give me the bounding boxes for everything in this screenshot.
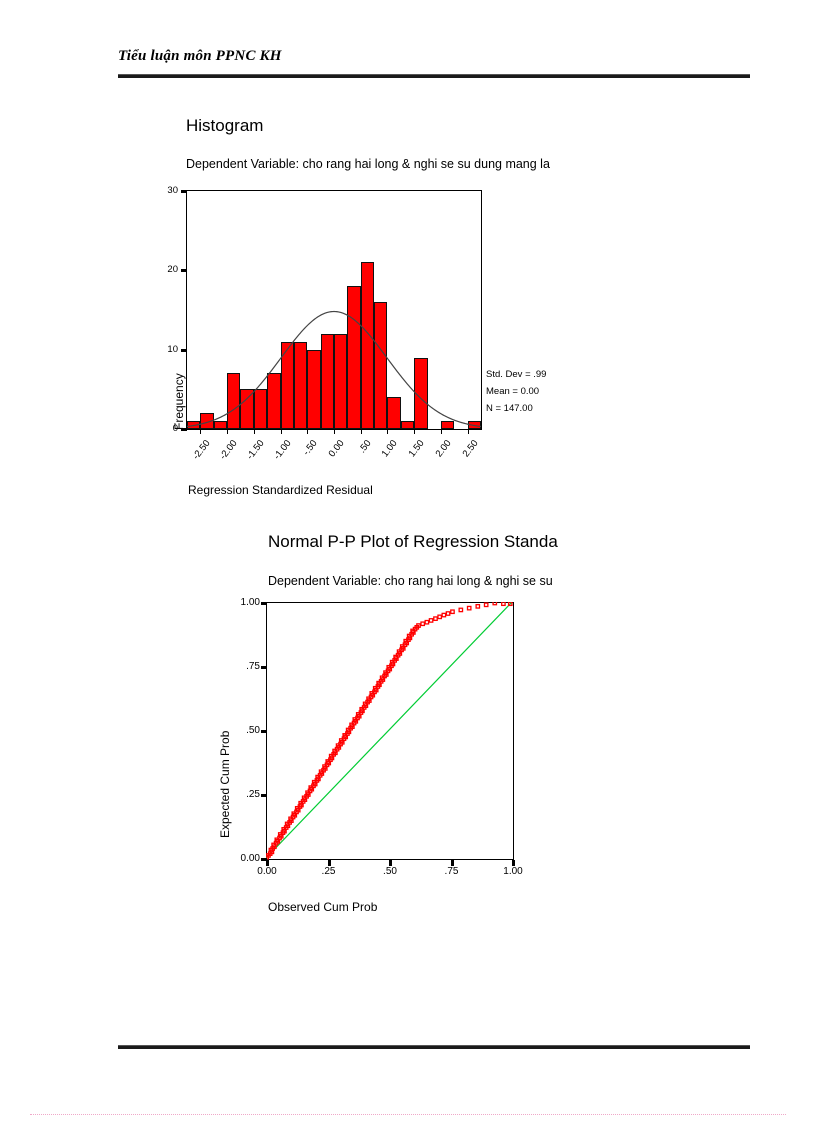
histogram-y-tick-mark <box>181 190 187 193</box>
histogram-std-dev: Std. Dev = .99 <box>486 369 547 380</box>
pp-y-tick-mark <box>261 602 267 605</box>
histogram-bar <box>280 341 294 429</box>
pp-data-point <box>492 602 498 606</box>
pp-x-tick-mark <box>512 860 515 866</box>
histogram-bar <box>253 389 268 429</box>
header-rule <box>118 74 750 78</box>
pp-data-point <box>507 602 513 607</box>
histogram-normal-curve <box>187 310 481 428</box>
histogram-bar <box>200 413 214 429</box>
histogram-stats-box: Std. Dev = .99 Mean = 0.00 N = 147.00 <box>486 366 546 417</box>
histogram-x-tick-mark <box>467 430 469 434</box>
pp-y-tick-label: .50 <box>246 725 260 736</box>
histogram-bars <box>187 191 481 429</box>
histogram-x-tick-mark <box>387 430 389 434</box>
pp-y-tick-mark <box>261 730 267 733</box>
histogram-y-tick-mark <box>181 269 187 273</box>
histogram-bar <box>213 421 228 429</box>
pp-data-point <box>501 602 506 607</box>
pp-y-tick-label: 0.00 <box>240 853 260 864</box>
histogram-title: Histogram <box>186 116 264 135</box>
pp-x-tick-mark <box>389 860 392 866</box>
pp-plot-title: Normal P-P Plot of Regression Standa <box>268 532 558 551</box>
pp-x-tick-mark <box>450 860 454 866</box>
pp-data-point <box>420 621 426 627</box>
pp-plot-subtitle: Dependent Variable: cho rang hai long & … <box>268 574 553 588</box>
pp-x-tick-mark <box>266 860 269 866</box>
histogram-x-tick-mark <box>360 430 362 434</box>
pp-plot-chart: Normal P-P Plot of Regression Standa Dep… <box>218 532 558 914</box>
pp-data-point <box>466 605 472 611</box>
histogram-chart: Histogram Dependent Variable: cho rang h… <box>0 0 816 520</box>
pp-x-tick-label: 0.00 <box>257 866 277 877</box>
pp-data-point <box>428 618 434 623</box>
pp-data-point <box>424 619 430 625</box>
footer-rule <box>118 1045 750 1049</box>
histogram-y-tick-label: 30 <box>167 185 178 196</box>
histogram-x-tick-mark <box>200 430 202 434</box>
histogram-y-tick-label: 0 <box>172 423 178 434</box>
histogram-bar <box>320 333 334 429</box>
histogram-x-tick-mark <box>334 430 335 434</box>
histogram-x-tick-mark <box>440 430 442 434</box>
histogram-mean: Mean = 0.00 <box>486 386 540 397</box>
histogram-bar <box>227 373 241 429</box>
pp-x-tick-label: 1.00 <box>503 866 523 877</box>
histogram-bar <box>374 302 388 429</box>
histogram-bar <box>440 421 455 429</box>
histogram-bar <box>400 421 415 429</box>
histogram-bar <box>414 357 428 429</box>
pp-data-point <box>437 614 443 620</box>
histogram-subtitle: Dependent Variable: cho rang hai long & … <box>186 157 550 171</box>
pp-data-point <box>450 609 455 615</box>
page-bottom-dotted-rule <box>30 1114 786 1115</box>
pp-plot-points <box>266 602 513 860</box>
histogram-x-axis-label: Regression Standardized Residual <box>188 483 373 497</box>
pp-y-tick-label: .25 <box>246 789 260 800</box>
histogram-bar <box>334 333 348 429</box>
pp-data-point <box>441 612 447 618</box>
pp-x-tick-label: .25 <box>321 866 336 877</box>
histogram-bar <box>293 341 308 429</box>
histogram-x-tick-mark <box>307 430 309 434</box>
page-header-text: Tiểu luận môn PPNC KH <box>118 48 282 64</box>
histogram-bar <box>267 373 281 429</box>
pp-y-tick-mark <box>261 794 267 797</box>
pp-y-tick-label: .75 <box>246 661 260 672</box>
histogram-y-tick-label: 20 <box>167 264 178 276</box>
histogram-bar <box>240 389 254 429</box>
pp-y-tick-mark <box>261 666 267 669</box>
pp-x-tick-label: .75 <box>444 866 459 877</box>
histogram-y-tick-label: 10 <box>167 343 178 355</box>
histogram-bar <box>307 349 321 429</box>
pp-data-point <box>483 602 489 608</box>
pp-x-tick-label: .50 <box>383 866 397 877</box>
pp-data-point <box>433 616 438 621</box>
pp-data-point <box>416 623 421 628</box>
histogram-x-tick-mark <box>227 430 229 434</box>
pp-plot-y-axis-label: Expected Cum Prob <box>218 730 232 838</box>
histogram-n: N = 147.00 <box>486 403 533 414</box>
pp-data-point <box>458 607 464 613</box>
histogram-x-tick-mark <box>280 430 282 434</box>
pp-y-tick-label: 1.00 <box>240 597 260 608</box>
pp-data-point <box>475 604 481 609</box>
pp-x-tick-mark <box>327 860 331 866</box>
pp-data-point <box>445 611 451 616</box>
histogram-y-tick-mark <box>181 348 187 352</box>
histogram-bar <box>360 262 375 429</box>
histogram-x-tick-mark <box>253 430 255 434</box>
histogram-y-tick-mark <box>181 428 187 431</box>
pp-plot-frame <box>266 602 514 860</box>
page-header: Tiểu luận môn PPNC KH <box>118 48 750 65</box>
pp-reference-line <box>266 602 513 859</box>
histogram-bar <box>387 397 401 429</box>
pp-y-tick-mark <box>261 858 267 861</box>
histogram-x-tick-mark <box>414 430 416 434</box>
pp-plot-x-axis-label: Observed Cum Prob <box>268 900 378 914</box>
